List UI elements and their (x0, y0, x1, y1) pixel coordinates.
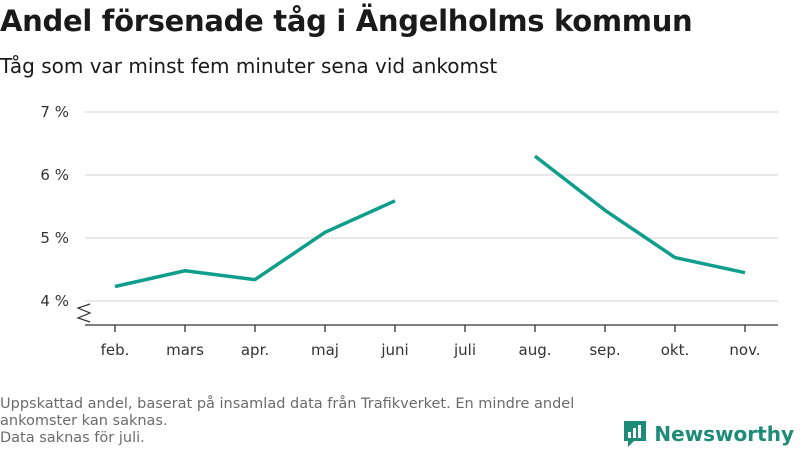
axis-break-mark (76, 303, 92, 323)
x-tick-labels: feb. mars apr. maj juni juli aug. sep. okt. nov. (101, 325, 761, 359)
x-tick-label: aug. (519, 341, 552, 359)
y-tick-labels: 4 % 5 % 6 % 7 % (40, 103, 69, 310)
y-tick-label: 7 % (40, 103, 69, 121)
chart-title: Andel försenade tåg i Ängelholms kommun (0, 4, 693, 38)
x-tick-label: juli (453, 341, 476, 359)
x-tick-label: nov. (729, 341, 760, 359)
brand-name: Newsworthy (654, 422, 794, 446)
x-tick-label: sep. (589, 341, 620, 359)
x-tick-label: apr. (241, 341, 269, 359)
data-series (114, 154, 746, 289)
y-tick-label: 6 % (40, 166, 69, 184)
x-tick-label: juni (380, 341, 408, 359)
x-tick-label: feb. (101, 341, 130, 359)
x-tick-label: mars (166, 341, 204, 359)
series-line-segment (114, 199, 396, 289)
footer-line: Uppskattad andel, baserat på insamlad da… (0, 396, 575, 412)
x-tick-label: maj (311, 341, 339, 359)
series-line-segment (533, 154, 746, 275)
y-tick-label: 5 % (40, 229, 69, 247)
grid-lines (85, 111, 778, 302)
newsworthy-logo-icon (624, 421, 647, 447)
footer-line: ankomster kan saknas. (0, 413, 168, 429)
x-tick-label: okt. (661, 341, 690, 359)
x-axis (76, 303, 778, 326)
brand-logo: Newsworthy (622, 419, 794, 449)
y-tick-label: 4 % (40, 292, 69, 310)
footer-note: Uppskattad andel, baserat på insamlad da… (0, 396, 640, 447)
footer-line: Data saknas för juli. (0, 430, 145, 446)
chart-subtitle: Tåg som var minst fem minuter sena vid a… (0, 54, 498, 78)
